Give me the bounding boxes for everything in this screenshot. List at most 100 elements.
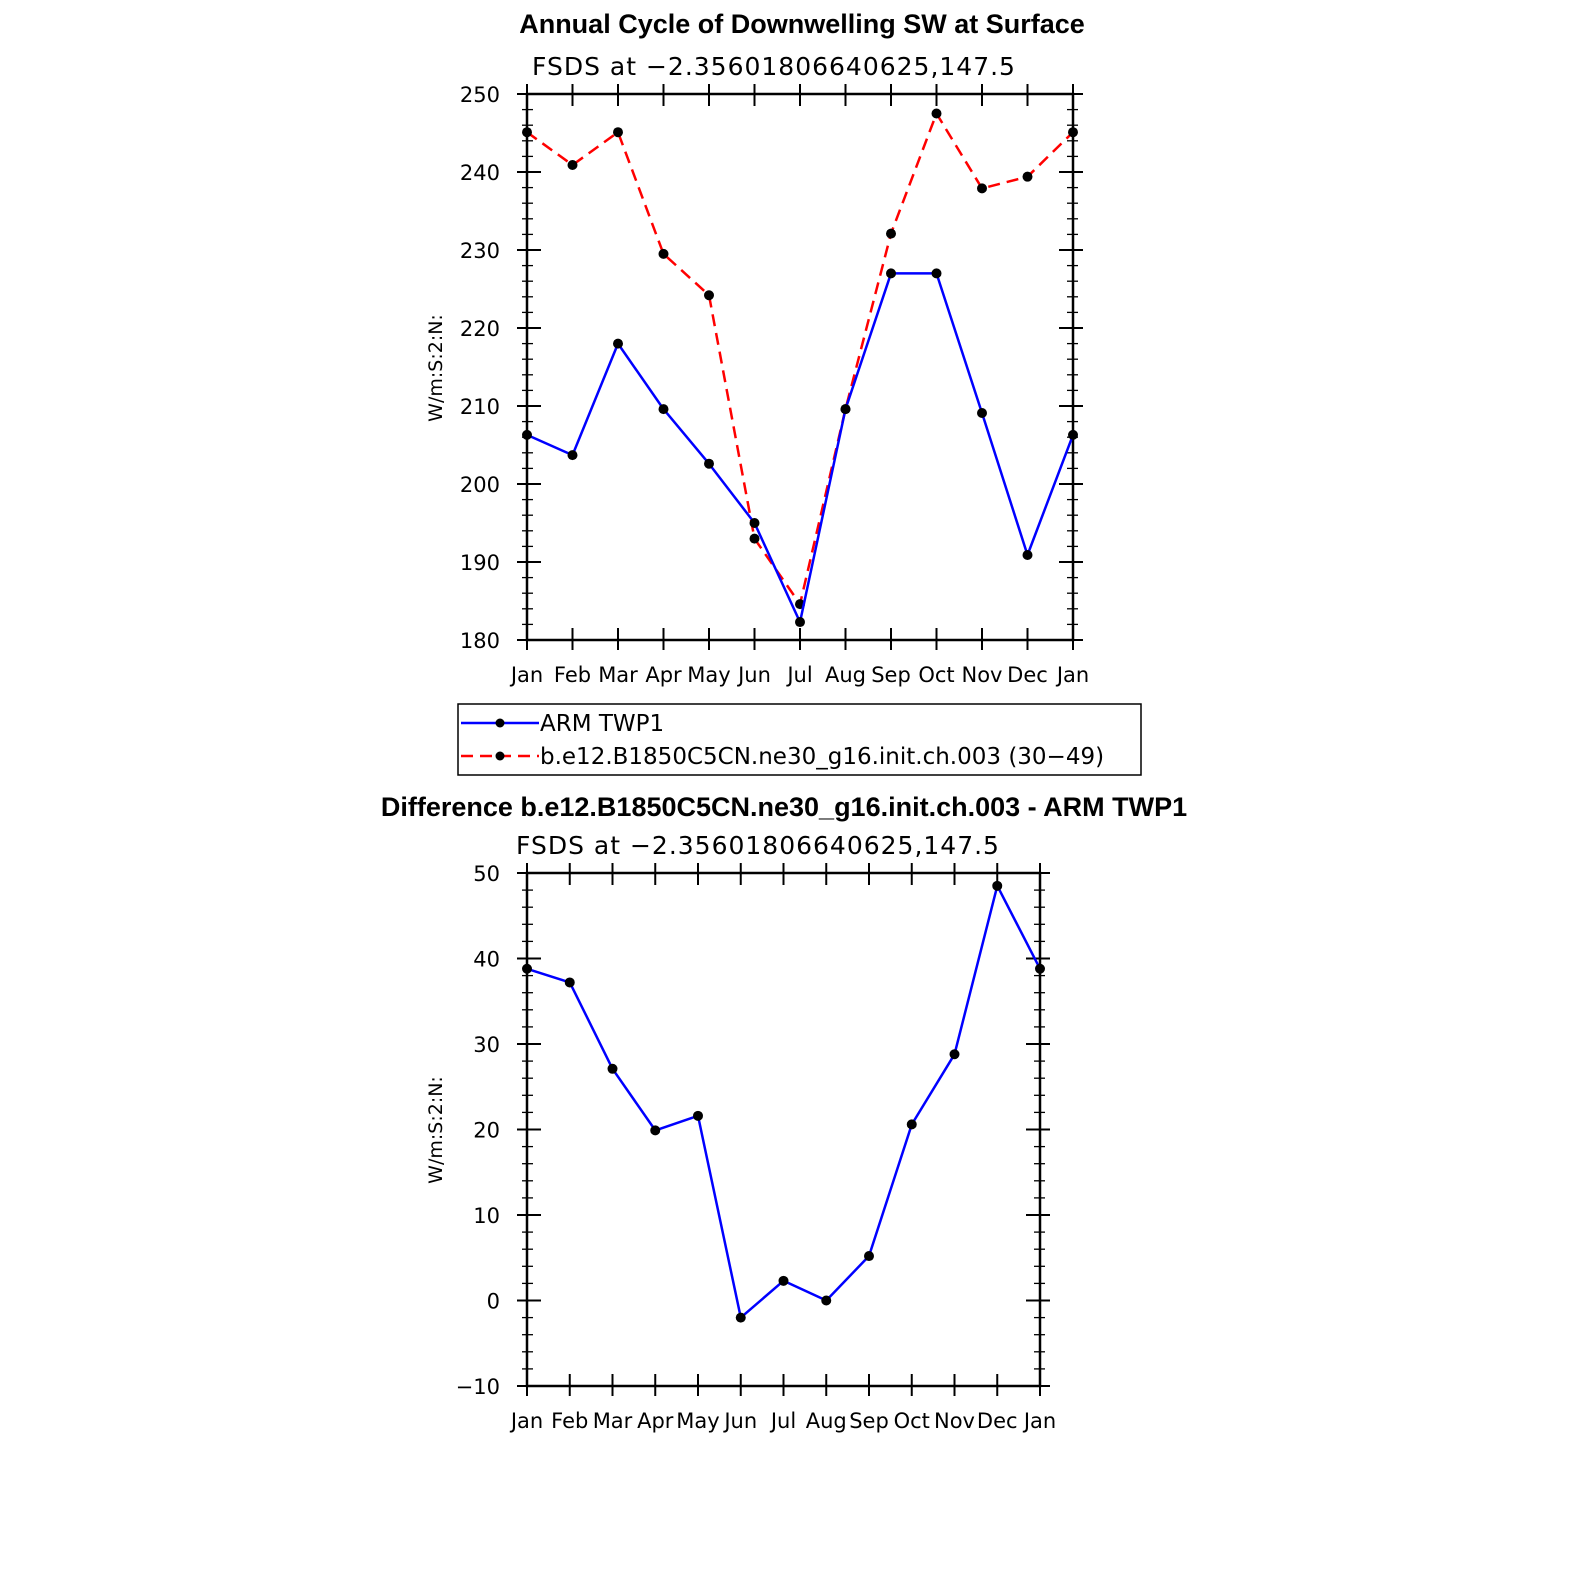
data-point [567, 159, 578, 170]
data-point [992, 880, 1003, 891]
x-tick-label: Jun [736, 663, 771, 687]
x-tick-label: Jul [769, 1409, 796, 1433]
legend-marker [495, 751, 505, 761]
y-tick-label: 50 [473, 862, 500, 886]
chart-title: Annual Cycle of Downwelling SW at Surfac… [519, 9, 1085, 39]
data-point [949, 1049, 960, 1060]
data-point [1022, 171, 1033, 182]
chart-title: Difference b.e12.B1850C5CN.ne30_g16.init… [381, 792, 1187, 822]
annual-cycle-chart: Annual Cycle of Downwelling SW at Surfac… [425, 9, 1142, 776]
data-point [749, 533, 760, 544]
x-tick-label: Nov [962, 663, 1003, 687]
chart-subtitle: FSDS at −2.35601806640625,147.5 [516, 831, 1000, 860]
legend-entry-0: ARM TWP1 [461, 711, 664, 737]
series-0 [522, 880, 1045, 1323]
x-tick-label: Sep [871, 663, 911, 687]
data-point [840, 404, 851, 415]
data-point [821, 1295, 832, 1306]
y-tick-label: 240 [460, 161, 500, 185]
data-point [977, 408, 987, 419]
y-tick-label: 220 [460, 317, 500, 341]
data-point [1068, 429, 1078, 440]
y-tick-label: 40 [473, 948, 500, 972]
data-point [864, 1251, 874, 1262]
data-point [650, 1125, 661, 1136]
data-point [1035, 963, 1045, 974]
data-point [522, 963, 532, 974]
data-point [567, 450, 578, 461]
data-point [886, 228, 896, 239]
x-tick-label: Jun [722, 1409, 757, 1433]
data-point [658, 404, 669, 415]
data-point [1068, 127, 1078, 138]
y-tick-label: 0 [487, 1290, 500, 1314]
axes: Jan Feb Mar Apr May Jun Jul Aug Sep Oct Nov Dec Jan 1… [460, 83, 1089, 687]
y-tick-label: 230 [460, 239, 500, 263]
data-point [564, 977, 575, 988]
y-axis-label: W/m:S:2:N: [425, 1076, 447, 1184]
x-tick-label: Jan [1022, 1409, 1056, 1433]
x-tick-label: Jan [509, 1409, 543, 1433]
x-tick-label: Dec [977, 1409, 1018, 1433]
series-0 [522, 268, 1078, 628]
y-tick-label: 190 [460, 551, 500, 575]
data-point [658, 248, 669, 259]
data-point [977, 183, 987, 194]
legend: ARM TWP1 b.e12.B1850C5CN.ne30_g16.init.c… [457, 703, 1142, 776]
y-tick-label: 250 [460, 83, 500, 107]
data-point [522, 127, 532, 138]
legend-marker [495, 718, 505, 728]
data-point [704, 458, 714, 469]
x-tick-label: Apr [645, 663, 682, 687]
x-tick-label: Oct [918, 663, 954, 687]
data-point [906, 1119, 917, 1130]
legend-entry-1: b.e12.B1850C5CN.ne30_g16.init.ch.003 (30… [461, 744, 1104, 770]
y-tick-label: 200 [460, 473, 500, 497]
x-tick-label: Jan [1055, 663, 1089, 687]
x-tick-label: Oct [894, 1409, 930, 1433]
data-point [613, 338, 623, 349]
x-tick-label: Feb [551, 1409, 588, 1433]
data-point [607, 1063, 618, 1074]
series-line [526, 272, 1075, 624]
legend-label: b.e12.B1850C5CN.ne30_g16.init.ch.003 (30… [540, 744, 1104, 770]
data-point [886, 268, 896, 279]
data-point [749, 518, 760, 528]
y-tick-label: 30 [473, 1033, 500, 1057]
y-tick-label: 180 [460, 629, 500, 653]
series-1 [522, 108, 1078, 610]
y-tick-label: −10 [456, 1375, 500, 1399]
data-point [704, 290, 714, 301]
data-point [735, 1312, 746, 1323]
data-point [613, 127, 623, 138]
x-tick-label: Dec [1007, 663, 1048, 687]
x-tick-label: Jan [509, 663, 543, 687]
x-tick-label: Apr [637, 1409, 674, 1433]
y-tick-label: 10 [473, 1204, 500, 1228]
chart-subtitle: FSDS at −2.35601806640625,147.5 [532, 52, 1016, 81]
x-tick-label: Aug [825, 663, 866, 687]
x-tick-label: Nov [934, 1409, 975, 1433]
y-tick-label: 20 [473, 1119, 500, 1143]
x-tick-label: May [676, 1409, 719, 1433]
x-tick-label: Jul [785, 663, 812, 687]
data-point [1022, 549, 1033, 560]
series-layer [522, 880, 1045, 1323]
y-axis-label: W/m:S:2:N: [425, 314, 447, 422]
x-tick-label: Mar [593, 1409, 633, 1433]
y-tick-label: 210 [460, 395, 500, 419]
data-point [931, 108, 942, 119]
data-point [693, 1110, 703, 1121]
legend-box [457, 703, 1142, 776]
data-point [931, 268, 942, 279]
plot-frame [525, 871, 1042, 1388]
x-tick-label: May [687, 663, 730, 687]
series-line [526, 112, 1074, 606]
difference-chart: Difference b.e12.B1850C5CN.ne30_g16.init… [381, 792, 1187, 1433]
x-tick-label: Sep [849, 1409, 889, 1433]
axes: Jan Feb Mar Apr May Jun Jul Aug Sep Oct Nov Dec Jan−… [456, 862, 1057, 1433]
x-tick-label: Mar [598, 663, 638, 687]
data-point [778, 1275, 789, 1286]
legend-label: ARM TWP1 [540, 711, 664, 737]
